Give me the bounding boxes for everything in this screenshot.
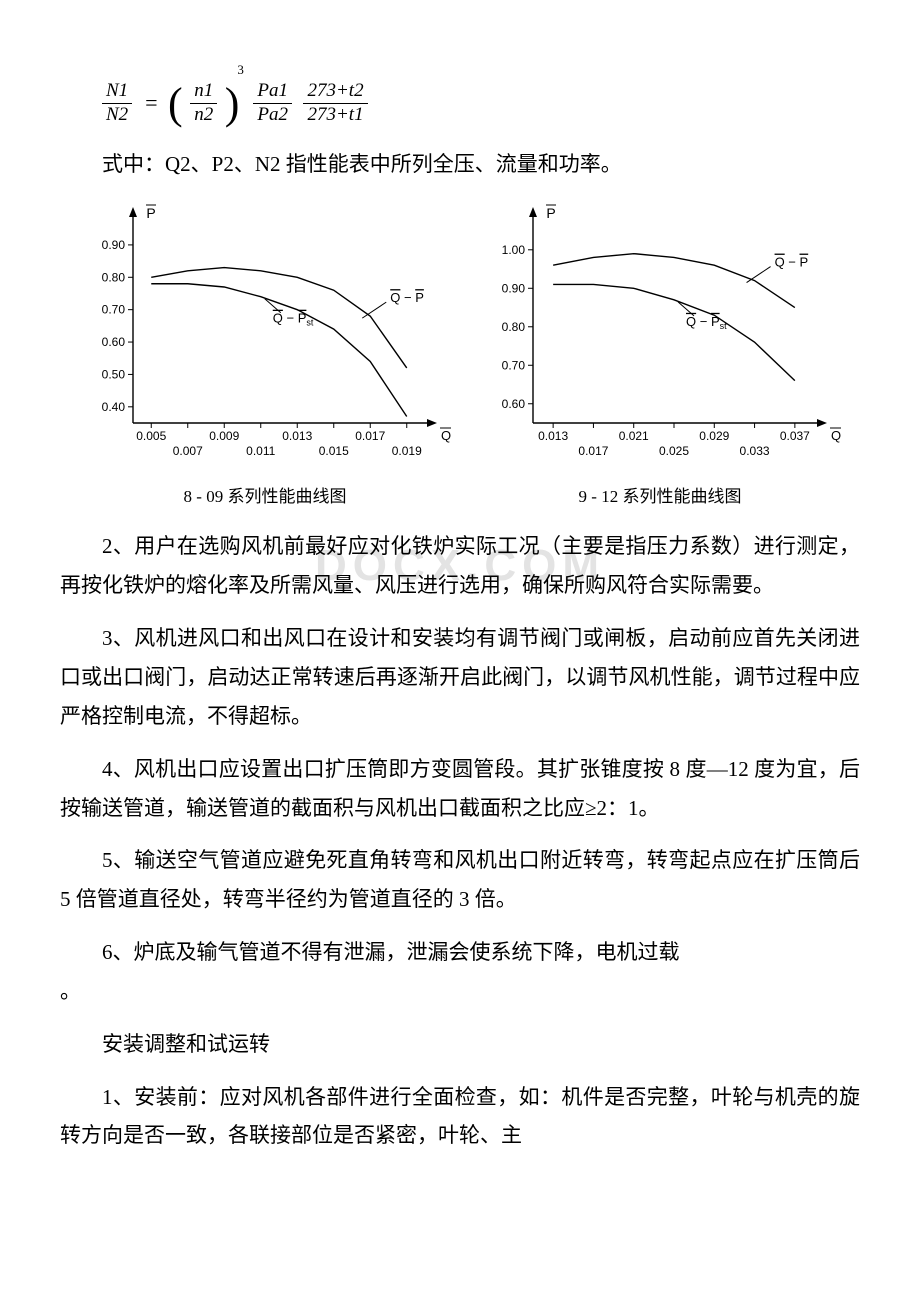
- svg-text:0.70: 0.70: [502, 359, 526, 373]
- svg-text:0.90: 0.90: [502, 282, 526, 296]
- para-5: 5、输送空气管道应避免死直角转弯和风机出口附近转弯，转弯起点应在扩压筒后 5 倍…: [60, 841, 860, 919]
- svg-text:0.021: 0.021: [619, 429, 649, 443]
- svg-text:Q: Q: [441, 428, 451, 443]
- svg-text:Q − P: Q − P: [775, 255, 809, 270]
- svg-text:0.019: 0.019: [392, 444, 422, 458]
- formula-lhs-den: N2: [102, 104, 132, 127]
- svg-text:0.005: 0.005: [136, 429, 166, 443]
- svg-text:0.70: 0.70: [102, 303, 126, 317]
- chart-9-12: 0.60 0.70 0.80 0.90 1.00 P 0.013 0.021 0.029 0.03…: [475, 201, 845, 507]
- formula-r2-den: Pa2: [253, 104, 292, 127]
- svg-text:Q − Pst: Q − Pst: [686, 314, 727, 331]
- chart2-caption: 9 - 12 系列性能曲线图: [475, 482, 845, 507]
- svg-text:0.011: 0.011: [246, 444, 275, 458]
- svg-text:0.017: 0.017: [355, 429, 385, 443]
- para-4: 4、风机出口应设置出口扩压筒即方变圆管段。其扩张锥度按 8 度—12 度为宜，后…: [60, 750, 860, 828]
- svg-text:0.025: 0.025: [659, 444, 689, 458]
- formula-lhs-num: N1: [102, 80, 132, 104]
- svg-text:0.037: 0.037: [780, 429, 810, 443]
- svg-text:P: P: [146, 205, 155, 221]
- svg-text:0.033: 0.033: [740, 444, 770, 458]
- svg-text:P: P: [546, 205, 555, 221]
- para-6b: 。: [60, 972, 860, 1011]
- svg-text:Q − Pst: Q − Pst: [273, 311, 314, 328]
- formula-note: 式中：Q2、P2、N2 指性能表中所列全压、流量和功率。: [60, 145, 860, 184]
- svg-text:1.00: 1.00: [502, 243, 526, 257]
- svg-text:0.90: 0.90: [102, 238, 126, 252]
- para-2: 2、用户在选购风机前最好应对化铁炉实际工况（主要是指压力系数）进行测定，再按化铁…: [60, 527, 860, 605]
- svg-text:Q − P: Q − P: [390, 291, 424, 306]
- charts-row: 0.40 0.50 0.60 0.70 0.80 0.90 P 0.005 0.009 0.013…: [60, 201, 860, 507]
- svg-text:0.80: 0.80: [502, 320, 526, 334]
- svg-text:0.007: 0.007: [173, 444, 203, 458]
- formula-r1-num: n1: [190, 80, 217, 104]
- formula-r2-num: Pa1: [253, 80, 292, 104]
- formula-power: 3: [237, 62, 244, 77]
- svg-text:0.60: 0.60: [102, 335, 126, 349]
- para-6: 6、炉底及输气管道不得有泄漏，泄漏会使系统下降，电机过载: [60, 933, 860, 972]
- chart1-caption: 8 - 09 系列性能曲线图: [75, 482, 455, 507]
- svg-text:Q: Q: [831, 428, 841, 443]
- para-3: 3、风机进风口和出风口在设计和安装均有调节阀门或闸板，启动前应首先关闭进口或出口…: [60, 619, 860, 736]
- svg-text:0.40: 0.40: [102, 400, 126, 414]
- chart-8-09: 0.40 0.50 0.60 0.70 0.80 0.90 P 0.005 0.009 0.013…: [75, 201, 455, 507]
- svg-text:0.015: 0.015: [319, 444, 349, 458]
- formula-r3-den: 273+t1: [303, 104, 367, 127]
- formula-r1-den: n2: [190, 104, 217, 127]
- formula-r3-num: 273+t2: [303, 80, 367, 104]
- svg-text:0.029: 0.029: [699, 429, 729, 443]
- svg-text:0.009: 0.009: [209, 429, 239, 443]
- svg-text:0.50: 0.50: [102, 368, 126, 382]
- para-7: 1、安装前：应对风机各部件进行全面检查，如：机件是否完整，叶轮与机壳的旋转方向是…: [60, 1078, 860, 1156]
- svg-text:0.017: 0.017: [578, 444, 608, 458]
- equals: =: [144, 90, 159, 116]
- svg-text:0.013: 0.013: [538, 429, 568, 443]
- svg-text:0.80: 0.80: [102, 271, 126, 285]
- formula: N1 N2 = ( n1 n2 ) 3 Pa1 Pa2 273+t2 273+t…: [100, 80, 860, 127]
- svg-text:0.013: 0.013: [282, 429, 312, 443]
- section-title: 安装调整和试运转: [60, 1025, 860, 1064]
- svg-text:0.60: 0.60: [502, 397, 526, 411]
